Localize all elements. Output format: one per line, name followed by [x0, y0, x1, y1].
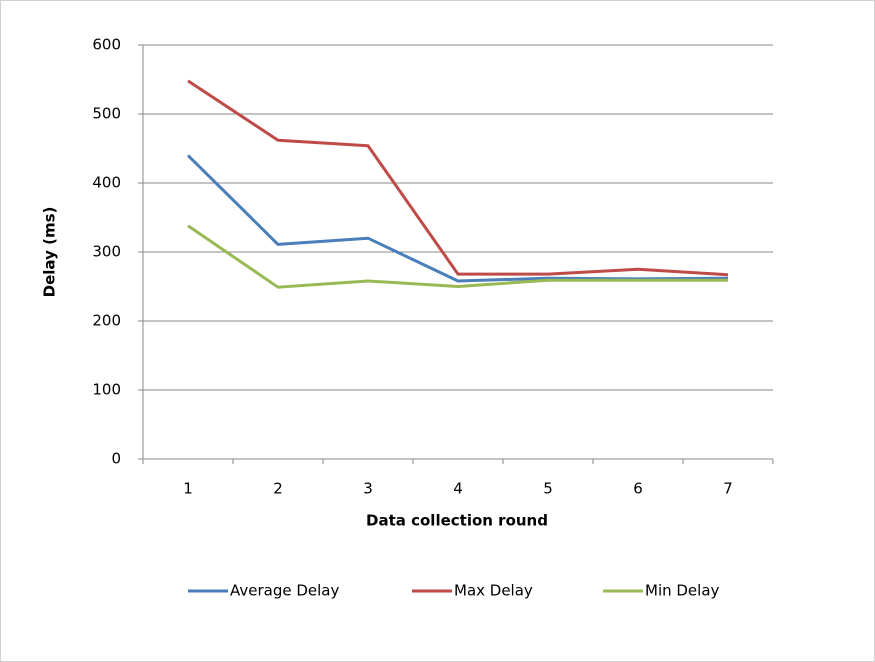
legend-label: Average Delay — [230, 582, 340, 600]
x-tick-label: 5 — [543, 480, 553, 498]
y-tick-label: 400 — [92, 174, 121, 192]
x-tick-label: 6 — [633, 480, 643, 498]
x-tick-label: 4 — [453, 480, 463, 498]
x-tick-label: 2 — [273, 480, 283, 498]
y-tick-label: 200 — [92, 312, 121, 330]
x-tick-label: 7 — [723, 480, 733, 498]
y-tick-label: 600 — [92, 36, 121, 54]
x-tick-label: 1 — [183, 480, 193, 498]
legend-label: Max Delay — [454, 582, 533, 600]
data-line — [187, 79, 729, 277]
legend-label: Min Delay — [645, 582, 720, 600]
y-axis-label: Delay (ms) — [41, 207, 59, 298]
y-tick-label: 300 — [92, 243, 121, 261]
data-line — [187, 224, 728, 289]
y-tick-label: 100 — [92, 381, 121, 399]
x-axis-label: Data collection round — [366, 512, 548, 530]
x-tick-label: 3 — [363, 480, 373, 498]
y-tick-label: 0 — [111, 450, 121, 468]
y-tick-label: 500 — [92, 105, 121, 123]
